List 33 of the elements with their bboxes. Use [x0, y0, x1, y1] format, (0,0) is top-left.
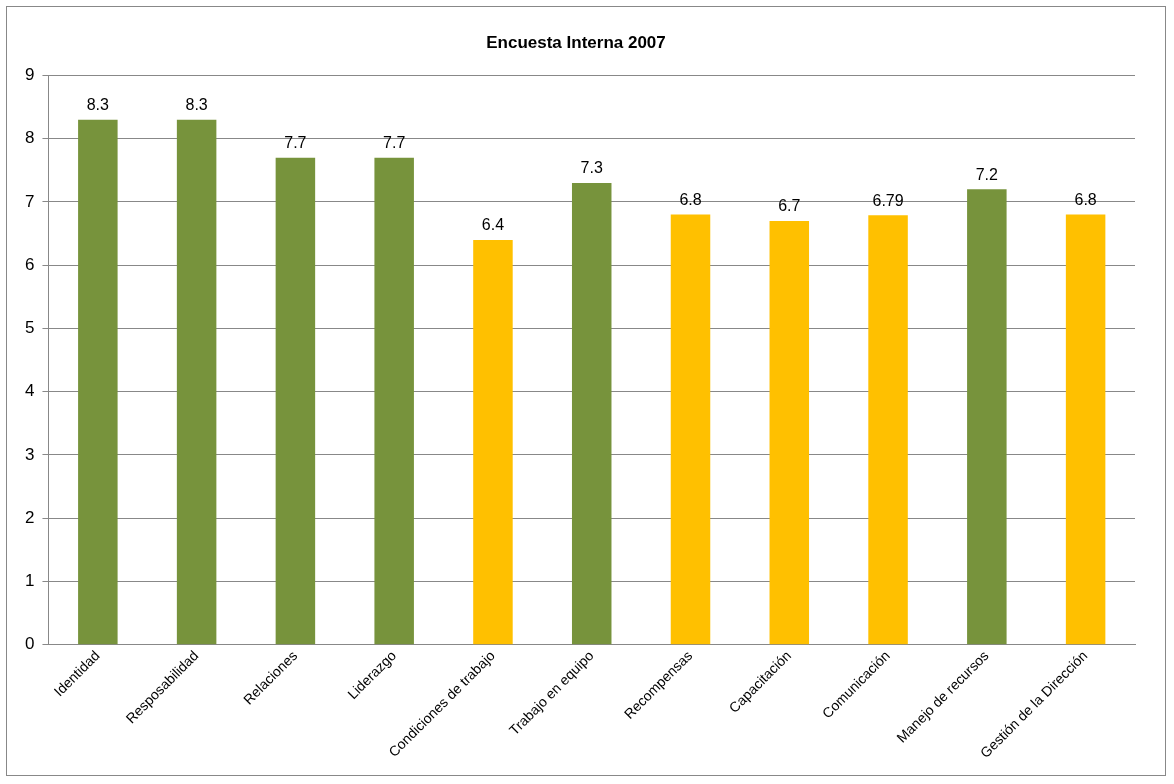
data-label: 7.2: [975, 165, 999, 183]
y-tick-label: 2: [24, 507, 35, 527]
bar: [275, 157, 316, 645]
data-label: 7.7: [284, 134, 307, 152]
y-tick-label: 5: [24, 318, 35, 338]
y-tick-label: 9: [24, 65, 35, 85]
y-tick-label: 8: [24, 128, 35, 148]
bar: [1065, 214, 1106, 645]
bar: [769, 220, 810, 645]
y-tick-label: 1: [24, 571, 35, 591]
bar: [868, 215, 908, 645]
bar: [967, 189, 1007, 645]
data-label: 8.3: [86, 96, 110, 114]
data-label: 7.3: [580, 159, 603, 177]
data-label: 6.4: [481, 216, 505, 234]
data-label: 6.8: [1074, 190, 1097, 208]
y-tick-label: 3: [24, 444, 35, 464]
bar: [670, 214, 711, 645]
bar: [571, 182, 612, 645]
bar: [374, 157, 414, 645]
bar: [473, 239, 513, 645]
data-label: 6.8: [679, 190, 702, 208]
data-label: 7.7: [383, 134, 406, 152]
bar: [176, 119, 217, 645]
data-label: 6.7: [778, 197, 801, 215]
data-label: 8.3: [185, 96, 208, 114]
y-tick-label: 6: [24, 254, 35, 274]
data-label: 6.79: [872, 191, 904, 209]
chart-title: Encuesta Interna 2007: [486, 32, 666, 52]
y-tick-label: 0: [24, 634, 35, 654]
bar: [78, 119, 118, 645]
y-tick-label: 7: [24, 191, 35, 211]
y-tick-label: 4: [24, 381, 35, 401]
